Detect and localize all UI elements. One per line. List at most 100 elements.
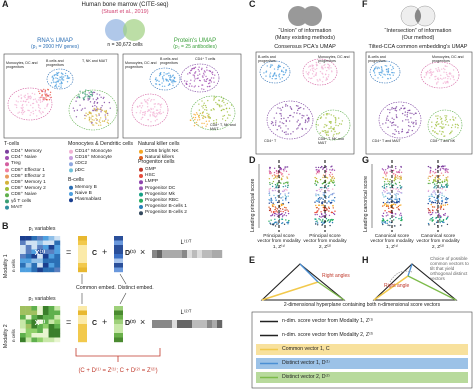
umap-point: [186, 80, 188, 83]
score-point: [392, 207, 395, 209]
umap-point: [205, 78, 208, 81]
umap-point: [159, 111, 161, 113]
score-point: [277, 187, 279, 189]
score-point: [326, 209, 328, 211]
embed-cell: [114, 263, 123, 268]
score-point: [443, 186, 446, 188]
loading-cell: [202, 320, 208, 328]
score-point: [385, 187, 387, 190]
umap-point: [445, 123, 447, 126]
score-point: [397, 205, 400, 208]
umap-point: [32, 98, 35, 101]
score-point: [318, 215, 321, 218]
heatmap-cell: [25, 236, 32, 241]
score-point: [386, 192, 388, 195]
umap-point: [378, 73, 381, 75]
score-point: [442, 165, 444, 168]
common-vector: [261, 281, 319, 301]
umap-point: [154, 120, 157, 122]
score-point: [383, 204, 385, 207]
score-point: [314, 182, 316, 185]
umap-point: [100, 117, 102, 119]
key-entry: Distinct vector 2, D⁽²⁾: [282, 373, 330, 380]
score-point: [333, 200, 336, 202]
score-point: [273, 171, 276, 174]
umap-point: [224, 119, 227, 122]
score-point: [436, 182, 438, 185]
umap-point: [381, 76, 384, 78]
score-point: [429, 209, 431, 212]
umap-point: [328, 74, 330, 76]
umap-point: [392, 107, 395, 110]
umap-point: [109, 107, 111, 109]
umap-point: [85, 115, 87, 117]
score-point: [269, 168, 271, 170]
score-point: [319, 198, 321, 200]
umap-point: [311, 64, 313, 66]
score-point: [438, 193, 441, 196]
umap-point: [203, 88, 205, 91]
score-point: [331, 169, 333, 171]
score-point: [325, 195, 327, 198]
heatmap-cell: [48, 310, 55, 316]
score-point: [381, 221, 383, 223]
legend-entry: Treg: [11, 161, 21, 167]
umap-point: [91, 105, 94, 108]
umap-point: [196, 113, 199, 115]
score-point: [318, 201, 320, 203]
loading-cell: [167, 250, 173, 258]
label: C: [92, 320, 98, 327]
umap-point: [425, 74, 427, 76]
score-point: [430, 193, 433, 195]
score-point: [282, 196, 284, 198]
heatmap-cell: [48, 263, 55, 268]
label: B: [2, 221, 9, 231]
umap-point: [84, 93, 86, 96]
score-point: [440, 165, 443, 168]
legend-swatch: [69, 185, 73, 190]
umap-point: [321, 65, 323, 67]
umap-point: [90, 117, 92, 119]
umap-point: [335, 118, 337, 121]
heatmap-cell: [31, 315, 38, 320]
umap-point: [281, 106, 284, 109]
score-point: [438, 195, 440, 198]
umap-point: [270, 65, 272, 67]
score-point: [318, 218, 320, 220]
score-point: [383, 180, 386, 183]
umap-point: [168, 75, 170, 77]
umap-point: [393, 124, 395, 126]
umap-point: [434, 123, 437, 126]
umap-point: [337, 124, 339, 127]
umap-point: [22, 106, 24, 109]
label: +: [102, 317, 108, 327]
score-point: [316, 211, 318, 213]
umap-point: [105, 112, 107, 114]
score-point: [445, 199, 448, 201]
score-point: [288, 219, 290, 222]
umap-point: [381, 68, 383, 70]
label: L⁽¹⁾ᵀ: [180, 240, 192, 246]
umap-point: [317, 124, 319, 126]
embed-cell: [114, 310, 123, 316]
score-point: [283, 190, 286, 192]
umap-point: [142, 111, 144, 114]
score-point: [433, 190, 435, 192]
score-point: [314, 223, 317, 225]
umap-point: [214, 96, 217, 99]
umap-point: [453, 78, 455, 81]
umap-point: [305, 128, 307, 130]
heatmap-cell: [20, 240, 26, 246]
heatmap-cell: [31, 310, 38, 316]
score-point: [442, 208, 445, 210]
score-point: [383, 221, 385, 223]
umap-point: [308, 66, 310, 68]
umap-point: [320, 66, 323, 69]
score-point: [381, 219, 384, 222]
score-point: [394, 165, 397, 168]
score-point: [441, 194, 443, 196]
umap-point: [380, 74, 382, 77]
loading-cell: [192, 250, 198, 258]
umap-point: [443, 77, 445, 79]
umap-point: [229, 114, 231, 117]
